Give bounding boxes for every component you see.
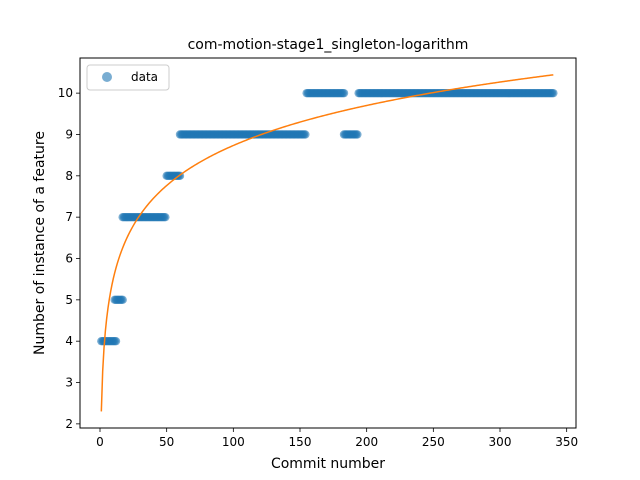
y-tick-label: 8 bbox=[65, 169, 73, 183]
data-point bbox=[118, 295, 127, 305]
x-axis-title: Commit number bbox=[271, 456, 385, 472]
x-tick-label: 100 bbox=[222, 435, 245, 449]
legend-box bbox=[86, 64, 170, 91]
x-tick-label: 200 bbox=[355, 435, 378, 449]
series-data bbox=[97, 88, 558, 346]
fit-curve bbox=[100, 74, 554, 412]
data-point bbox=[549, 88, 558, 98]
legend: data bbox=[86, 64, 170, 91]
y-axis-title: Number of instance of a feature bbox=[32, 131, 48, 355]
data-point bbox=[301, 130, 310, 139]
y-tick-label: 2 bbox=[65, 417, 73, 431]
legend-data-label: data bbox=[131, 70, 158, 84]
x-tick-label: 300 bbox=[489, 435, 512, 449]
data-point bbox=[353, 130, 362, 139]
x-tick-label: 150 bbox=[289, 435, 312, 449]
y-tick-label: 4 bbox=[65, 334, 73, 348]
y-axis-ticks: 2 3 4 5 6 7 8 9 10 bbox=[58, 86, 80, 431]
x-axis-ticks: 0 50 100 150 200 250 300 350 bbox=[96, 428, 578, 449]
x-tick-label: 350 bbox=[555, 435, 578, 449]
x-tick-label: 250 bbox=[422, 435, 445, 449]
y-tick-label: 9 bbox=[65, 127, 73, 141]
x-tick-label: 0 bbox=[96, 435, 104, 449]
plot-marks bbox=[97, 74, 558, 412]
y-tick-label: 6 bbox=[65, 252, 73, 266]
data-point bbox=[111, 336, 121, 346]
y-tick-label: 3 bbox=[65, 376, 73, 390]
y-tick-label: 10 bbox=[58, 86, 73, 100]
chart-title: com-motion-stage1_singleton-logarithm bbox=[188, 37, 469, 53]
data-point bbox=[339, 88, 349, 98]
y-tick-label: 7 bbox=[65, 210, 73, 224]
data-point bbox=[161, 212, 170, 222]
legend-data-marker bbox=[102, 72, 112, 82]
axes-frame bbox=[79, 57, 577, 429]
x-tick-label: 50 bbox=[159, 435, 174, 449]
y-tick-label: 5 bbox=[65, 293, 73, 307]
